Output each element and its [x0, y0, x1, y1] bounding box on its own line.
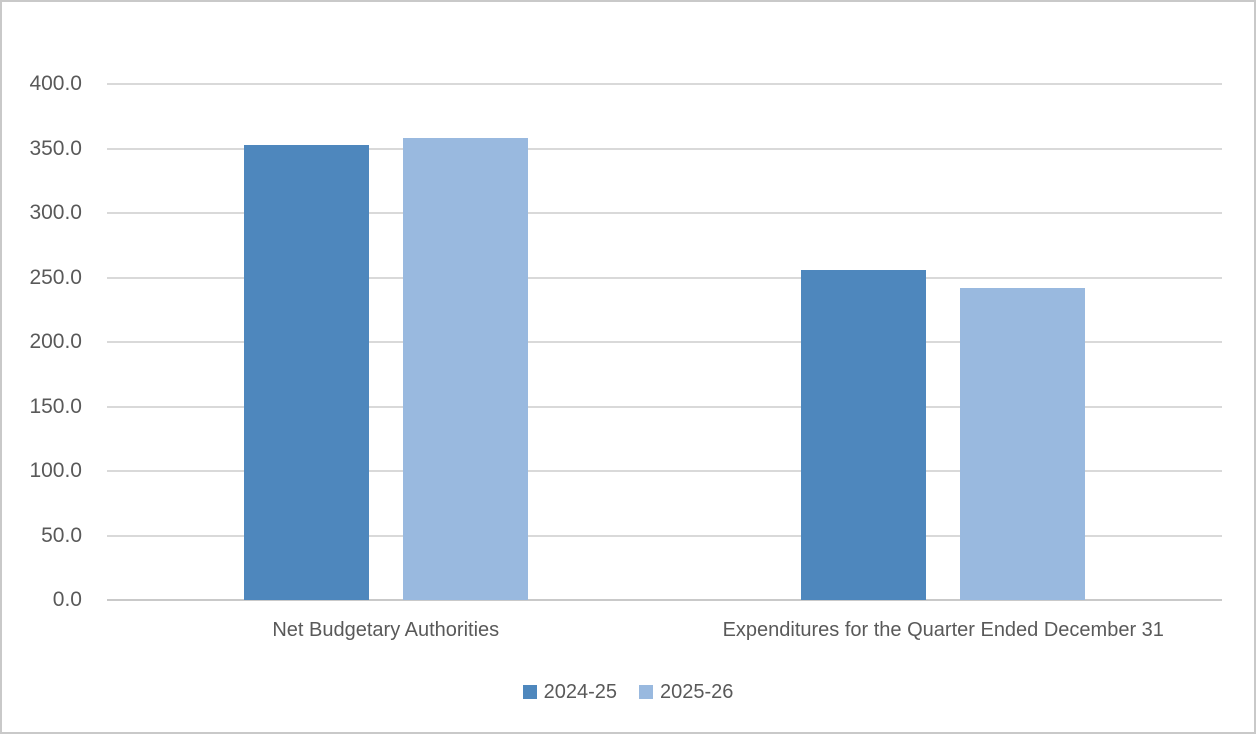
bar-2024-25-net-budgetary-authorities: [243, 144, 369, 600]
legend-item-2025-26: 2025-26: [639, 682, 733, 702]
gridline-400: [107, 83, 1222, 85]
y-tick-label-300: 300.0: [29, 201, 82, 224]
y-tick-label-350: 350.0: [29, 136, 82, 160]
gridline-200: [107, 341, 1222, 343]
y-tick-label-150: 150.0: [29, 394, 82, 418]
legend-swatch-icon-2025-26: [639, 685, 653, 699]
legend-label-2025-26: 2025-26: [660, 681, 734, 703]
y-tick-label-200: 200.0: [29, 330, 82, 353]
plot-area: [107, 83, 1222, 601]
gridline-100: [107, 470, 1222, 472]
y-tick-label-0: 0.0: [52, 588, 82, 611]
legend-item-2024-25: 2024-25: [522, 681, 617, 703]
category-label-net-budgetary-authorities: Net Budgetary Authorities: [272, 619, 500, 641]
legend-label-2024-25: 2024-25: [543, 681, 617, 703]
bar-2025-26-net-budgetary-authorities: [402, 138, 528, 600]
category-label-expenditures-for-the-quarter-ended-december-31: Expenditures for the Quarter Ended Decem…: [722, 619, 1164, 641]
gridline-150: [107, 405, 1222, 408]
x-axis-line: [107, 599, 1222, 601]
gridline-300: [107, 212, 1222, 214]
gridline-50: [107, 534, 1222, 537]
bar-2025-26-expenditures-for-the-quarter-ended-december-31: [960, 288, 1086, 600]
y-tick-label-50: 50.0: [41, 523, 82, 547]
gridline-250: [107, 276, 1222, 279]
legend: 2024-25 2025-26: [2, 682, 1254, 702]
y-tick-label-250: 250.0: [29, 265, 82, 289]
bar-2024-25-expenditures-for-the-quarter-ended-december-31: [801, 269, 927, 600]
y-tick-label-400: 400.0: [29, 72, 82, 95]
y-tick-label-100: 100.0: [29, 459, 82, 482]
gridline-350: [107, 147, 1222, 150]
legend-swatch-icon-2024-25: [522, 685, 537, 699]
